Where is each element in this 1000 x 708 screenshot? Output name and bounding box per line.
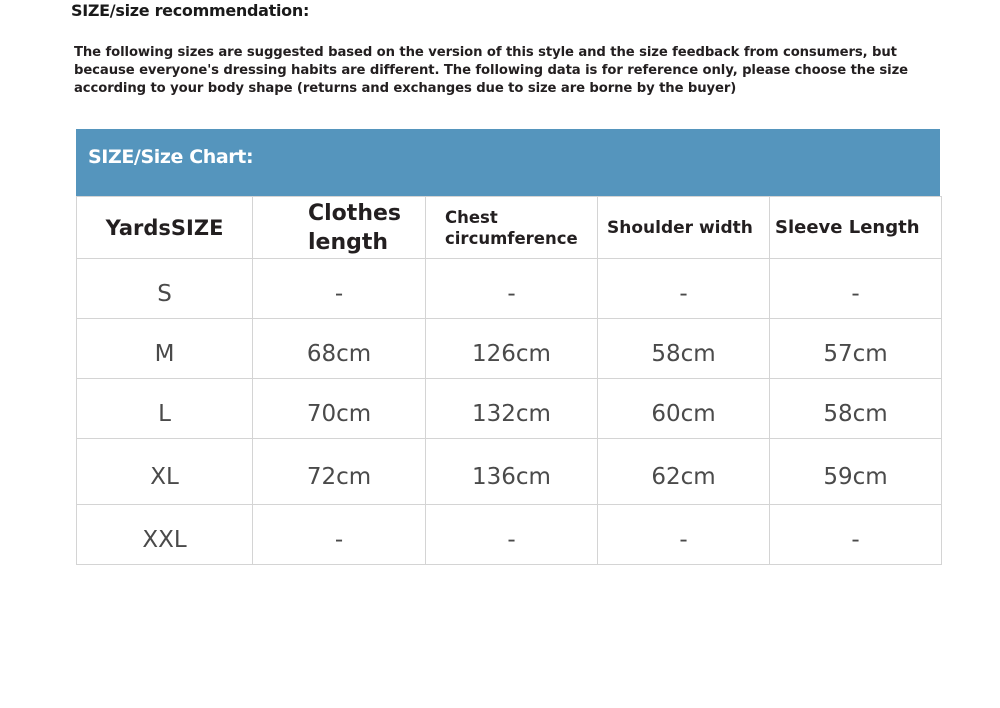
measurement-cell: - bbox=[425, 258, 598, 319]
table-row: XXL - - - - bbox=[76, 504, 942, 565]
measurement-cell: 136cm bbox=[425, 438, 598, 505]
column-header: Sleeve Length bbox=[769, 196, 942, 259]
page-title: SIZE/size recommendation: bbox=[71, 1, 310, 20]
table-row: L 70cm 132cm 60cm 58cm bbox=[76, 378, 942, 439]
measurement-cell: 72cm bbox=[252, 438, 426, 505]
measurement-cell: - bbox=[769, 504, 942, 565]
column-header: Shoulder width bbox=[597, 196, 770, 259]
measurement-cell: 70cm bbox=[252, 378, 426, 439]
measurement-cell: - bbox=[425, 504, 598, 565]
measurement-cell: - bbox=[252, 258, 426, 319]
measurement-cell: 57cm bbox=[769, 318, 942, 379]
size-label: M bbox=[76, 318, 253, 379]
column-header: Chest circumference bbox=[425, 196, 598, 259]
measurement-cell: - bbox=[252, 504, 426, 565]
measurement-cell: - bbox=[769, 258, 942, 319]
table-row: XL 72cm 136cm 62cm 59cm bbox=[76, 438, 942, 505]
measurement-cell: 132cm bbox=[425, 378, 598, 439]
size-chart-title: SIZE/Size Chart: bbox=[88, 146, 254, 168]
column-header: YardsSIZE bbox=[76, 196, 253, 259]
size-chart-header: SIZE/Size Chart: bbox=[76, 129, 940, 196]
size-label: L bbox=[76, 378, 253, 439]
size-table: YardsSIZE Clothes length Chest circumfer… bbox=[76, 196, 942, 565]
size-label: XL bbox=[76, 438, 253, 505]
column-header: Clothes length bbox=[252, 196, 426, 259]
size-label: S bbox=[76, 258, 253, 319]
measurement-cell: 58cm bbox=[597, 318, 770, 379]
table-header-row: YardsSIZE Clothes length Chest circumfer… bbox=[76, 196, 942, 259]
measurement-cell: 68cm bbox=[252, 318, 426, 379]
measurement-cell: - bbox=[597, 504, 770, 565]
measurement-cell: 126cm bbox=[425, 318, 598, 379]
table-row: M 68cm 126cm 58cm 57cm bbox=[76, 318, 942, 379]
measurement-cell: 62cm bbox=[597, 438, 770, 505]
measurement-cell: 60cm bbox=[597, 378, 770, 439]
measurement-cell: 58cm bbox=[769, 378, 942, 439]
measurement-cell: 59cm bbox=[769, 438, 942, 505]
table-row: S---- bbox=[76, 258, 942, 319]
size-note: The following sizes are suggested based … bbox=[74, 45, 909, 96]
size-label: XXL bbox=[76, 504, 253, 565]
measurement-cell: - bbox=[597, 258, 770, 319]
